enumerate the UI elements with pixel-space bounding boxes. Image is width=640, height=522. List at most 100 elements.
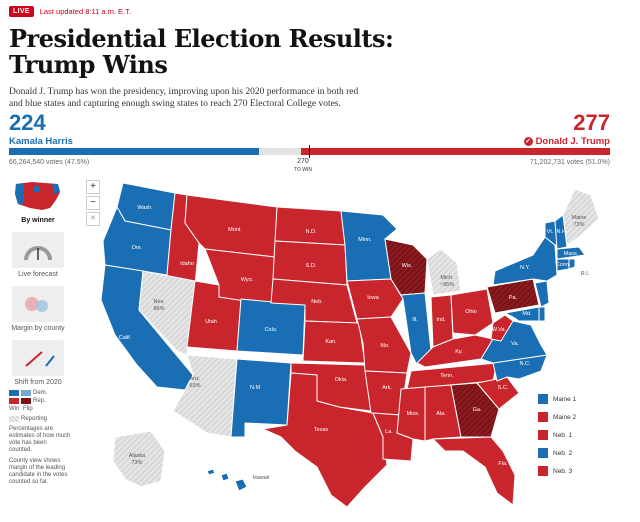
legend-win: Win — [9, 406, 20, 412]
dem-swatch — [9, 390, 19, 396]
label-mich-pct: ~95% — [440, 282, 454, 288]
win-threshold-value: 270 — [297, 158, 309, 165]
legend-note-percent: Percentages are estimates of how much vo… — [9, 426, 71, 453]
label-ariz-pct: 63% — [189, 383, 200, 389]
view-shift-from-2020[interactable]: Shift from 2020 — [9, 340, 67, 386]
forecast-thumbnail — [12, 232, 64, 268]
label-ohio: Ohio — [465, 309, 477, 315]
state-ny[interactable] — [492, 236, 558, 286]
district-label: Neb. 3 — [553, 467, 573, 475]
state-md[interactable] — [504, 306, 540, 322]
win-threshold-label: 270 TO WIN — [294, 158, 312, 174]
legend-rep: Rep. — [33, 398, 46, 404]
label-ky: Ky. — [455, 349, 463, 355]
state-nev[interactable] — [138, 270, 196, 356]
district-row[interactable]: Maine 1 — [538, 394, 576, 404]
trump-bar-fill — [300, 148, 610, 155]
state-ohio[interactable] — [450, 288, 494, 336]
view-live-forecast[interactable]: Live forecast — [9, 232, 67, 278]
state-vt[interactable] — [544, 220, 558, 246]
state-miss[interactable] — [396, 386, 426, 442]
label-va: Va. — [511, 341, 519, 347]
label-ga: Ga. — [473, 407, 482, 413]
district-label: Neb. 1 — [553, 431, 573, 439]
state-hawaii[interactable] — [206, 468, 248, 492]
zoom-controls: + − ✕ — [86, 180, 100, 228]
label-alaska: Alaska — [129, 453, 146, 459]
label-colo: Colo. — [265, 327, 278, 333]
label-wyo: Wyo. — [241, 277, 254, 283]
state-wva[interactable] — [490, 314, 514, 342]
label-ill: Ill. — [412, 317, 418, 323]
harris-name: Kamala Harris — [9, 136, 73, 147]
label-maine: Maine — [572, 215, 587, 221]
state-fla[interactable] — [432, 436, 516, 506]
zoom-out-button[interactable]: − — [86, 196, 100, 210]
district-row[interactable]: Neb. 2 — [538, 448, 576, 458]
rep-flip-swatch — [21, 398, 31, 404]
last-updated: Last updated 8:11 a.m. E.T. — [39, 7, 131, 16]
label-wis: Wis. — [402, 263, 413, 269]
topline: LIVE Last updated 8:11 a.m. E.T. — [9, 6, 131, 17]
harris-bar-fill — [9, 148, 260, 155]
view-margin-by-county[interactable]: Margin by county — [9, 286, 67, 332]
legend-flip: Flip — [23, 406, 33, 412]
district-row[interactable]: Neb. 1 — [538, 430, 576, 440]
state-texas[interactable] — [262, 372, 388, 508]
district-label: Neb. 2 — [553, 449, 573, 457]
label-nj: N.J. — [554, 291, 564, 297]
live-badge: LIVE — [9, 6, 34, 17]
label-del: Del. — [550, 313, 560, 319]
label-ala: Ala. — [436, 411, 446, 417]
district-swatch — [538, 448, 548, 458]
label-pa: Pa. — [509, 295, 518, 301]
state-ill[interactable] — [400, 292, 432, 366]
by-winner-thumbnail — [12, 178, 64, 214]
headline: Presidential Election Results: Trump Win… — [9, 24, 394, 79]
label-wash: Wash. — [137, 205, 153, 211]
district-row[interactable]: Maine 2 — [538, 412, 576, 422]
label-fla: Fla. — [498, 461, 508, 467]
district-row[interactable]: Neb. 3 — [538, 466, 576, 476]
state-maine[interactable] — [562, 188, 600, 246]
state-iowa[interactable] — [346, 278, 404, 320]
district-label: Maine 2 — [553, 413, 577, 421]
label-mont: Mont. — [228, 227, 242, 233]
label-alaska-pct: 73% — [131, 460, 142, 466]
trump-name: Donald J. Trump — [535, 136, 610, 147]
label-hawaii: Hawaii — [253, 475, 270, 481]
reset-zoom-button[interactable]: ✕ — [86, 212, 100, 226]
label-conn: Conn. — [556, 262, 571, 268]
view-selector: By winner Live forecast Margin by county… — [9, 178, 67, 394]
state-ala[interactable] — [424, 384, 462, 442]
state-mass[interactable] — [556, 246, 586, 260]
label-mich: Mich. — [440, 275, 454, 281]
label-mass: Mass. — [564, 251, 579, 257]
state-labels: Wash. Ore. Calif. Idaho Nev. 86% Utah Ar… — [119, 205, 590, 481]
state-alaska[interactable] — [112, 430, 166, 488]
state-nj[interactable] — [534, 280, 550, 308]
label-calif: Calif. — [119, 335, 132, 341]
state-ri[interactable] — [568, 258, 576, 270]
district-swatch — [538, 394, 548, 404]
legend-note-county: County view shows margin of the leading … — [9, 458, 68, 485]
state-nd[interactable] — [274, 206, 346, 246]
trump-ev-count: 277 — [573, 110, 610, 135]
state-ga[interactable] — [450, 382, 500, 438]
label-utah: Utah — [205, 319, 217, 325]
label-sd: S.D. — [306, 263, 317, 269]
zoom-in-button[interactable]: + — [86, 180, 100, 194]
label-kan: Kan. — [325, 339, 337, 345]
label-mo: Mo. — [380, 343, 390, 349]
win-threshold-tick — [309, 145, 310, 158]
label-iowa: Iowa — [367, 295, 380, 301]
view-by-winner[interactable]: By winner — [9, 178, 67, 224]
state-mich[interactable] — [426, 248, 462, 296]
district-swatch — [538, 466, 548, 476]
state-nm[interactable] — [230, 358, 292, 438]
state-ky[interactable] — [416, 334, 494, 368]
state-del[interactable] — [538, 306, 546, 322]
label-wva: W.Va. — [492, 327, 507, 333]
view-label: Live forecast — [18, 271, 58, 278]
label-nev-pct: 86% — [153, 306, 164, 312]
